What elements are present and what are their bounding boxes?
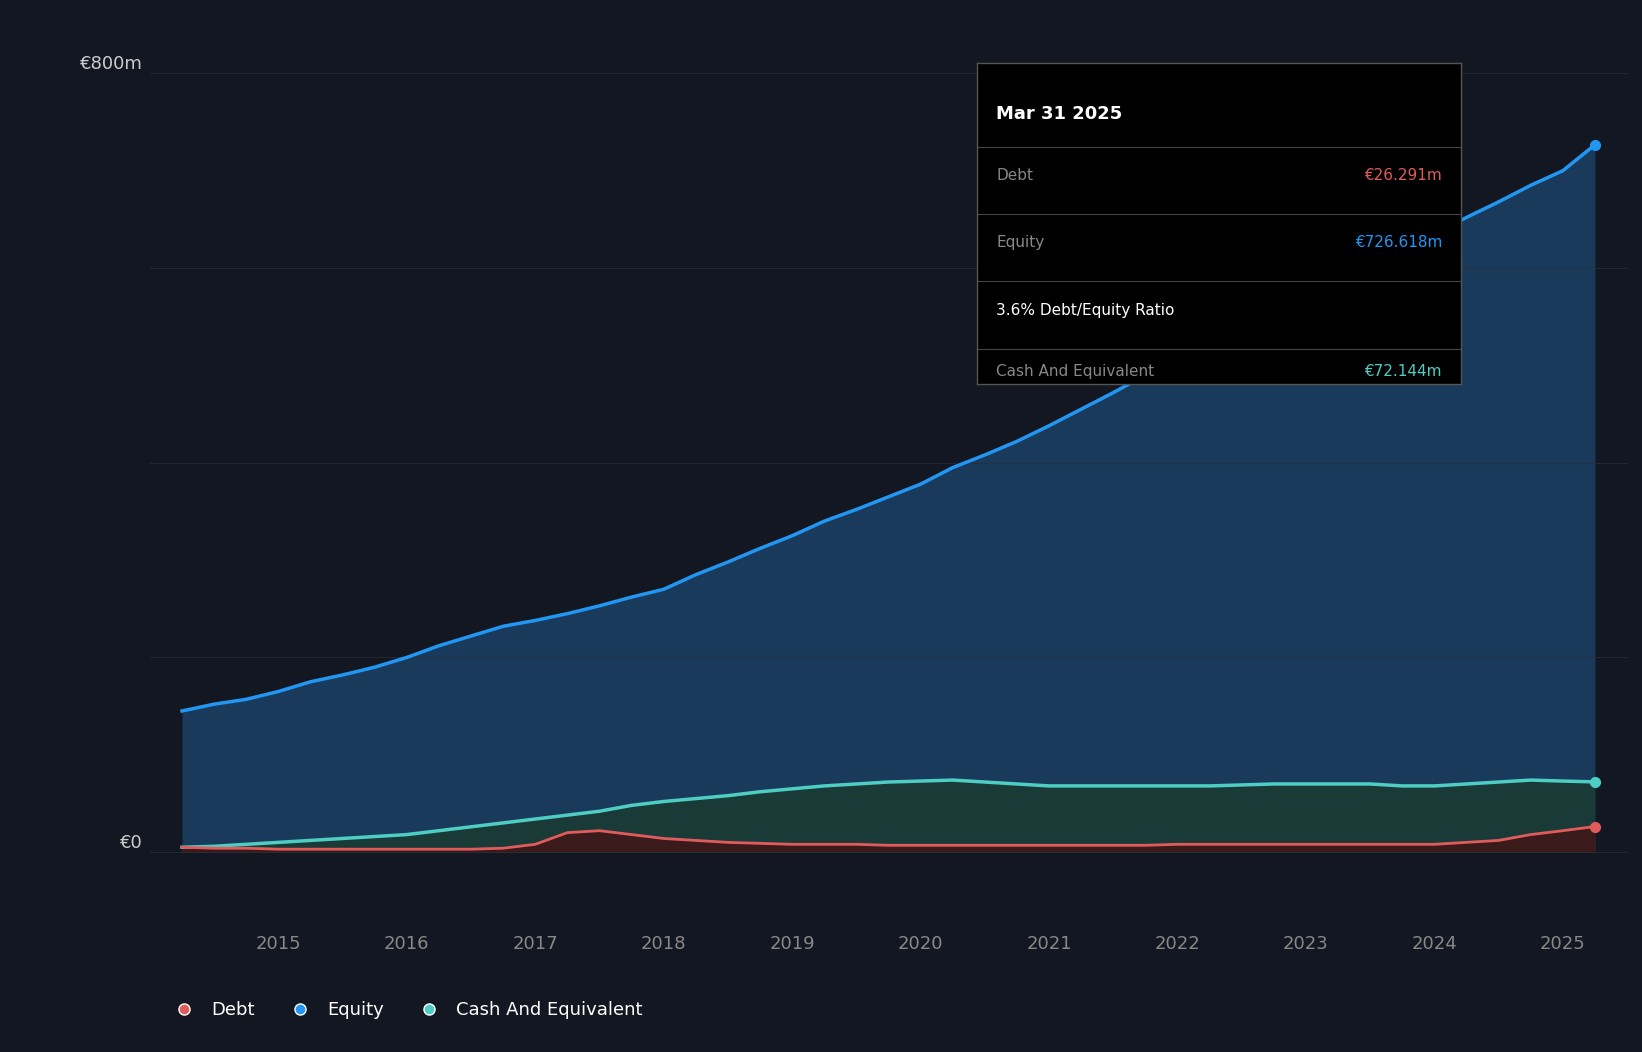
Legend: Debt, Equity, Cash And Equivalent: Debt, Equity, Cash And Equivalent — [159, 994, 650, 1026]
Text: Debt: Debt — [997, 168, 1033, 183]
Text: Cash And Equivalent: Cash And Equivalent — [997, 364, 1154, 379]
Text: Equity: Equity — [997, 236, 1044, 250]
Text: €0: €0 — [120, 834, 143, 852]
Text: €726.618m: €726.618m — [1355, 236, 1442, 250]
Text: €800m: €800m — [80, 56, 143, 74]
Text: Mar 31 2025: Mar 31 2025 — [997, 105, 1123, 123]
Text: €26.291m: €26.291m — [1365, 168, 1442, 183]
Text: 3.6% Debt/Equity Ratio: 3.6% Debt/Equity Ratio — [997, 303, 1174, 318]
Text: €72.144m: €72.144m — [1365, 364, 1442, 379]
